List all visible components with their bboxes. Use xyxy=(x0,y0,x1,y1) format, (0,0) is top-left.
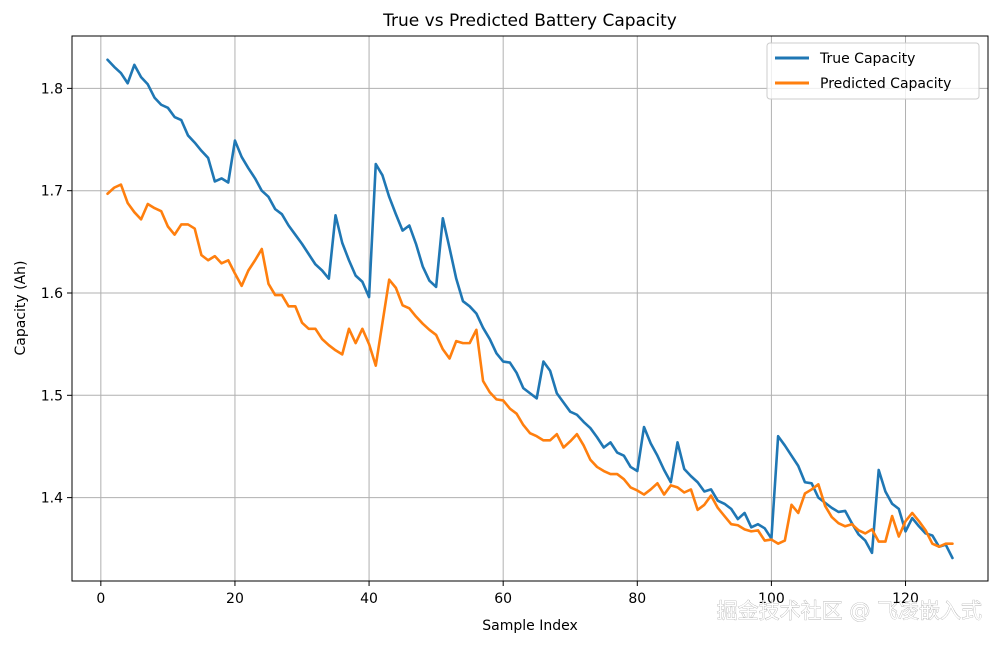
x-tick-label: 20 xyxy=(226,591,244,607)
chart-title: True vs Predicted Battery Capacity xyxy=(382,11,677,31)
y-tick-label: 1.7 xyxy=(41,184,63,200)
series-line-true-capacity xyxy=(106,58,954,560)
legend-label-predicted: Predicted Capacity xyxy=(820,76,951,92)
x-tick-label: 100 xyxy=(758,591,785,607)
x-tick-label: 60 xyxy=(494,591,512,607)
grid xyxy=(72,36,988,581)
x-tick-label: 80 xyxy=(628,591,646,607)
x-tick-label: 40 xyxy=(360,591,378,607)
plot-frame xyxy=(71,35,989,582)
x-axis-title: Sample Index xyxy=(482,618,577,634)
watermark: 掘金技术社区 @ 飞凌嵌入式 xyxy=(717,599,982,623)
y-tick-label: 1.8 xyxy=(41,81,63,97)
series-lines xyxy=(106,58,954,560)
y-tick-label: 1.4 xyxy=(41,491,63,507)
x-tick-label: 120 xyxy=(892,591,919,607)
x-tick-label: 0 xyxy=(96,591,105,607)
y-tick-label: 1.6 xyxy=(41,286,63,302)
y-axis-title: Capacity (Ah) xyxy=(13,260,29,355)
series-line-predicted-capacity xyxy=(106,183,954,549)
legend-label-true: True Capacity xyxy=(819,51,915,67)
y-tick-label: 1.5 xyxy=(41,388,63,404)
legend-frame xyxy=(766,42,980,100)
legend: True Capacity Predicted Capacity xyxy=(766,42,980,100)
axis-ticks: 0 20 40 60 80 100 120 1.4 1.5 1.6 1.7 1.8 xyxy=(41,81,919,607)
